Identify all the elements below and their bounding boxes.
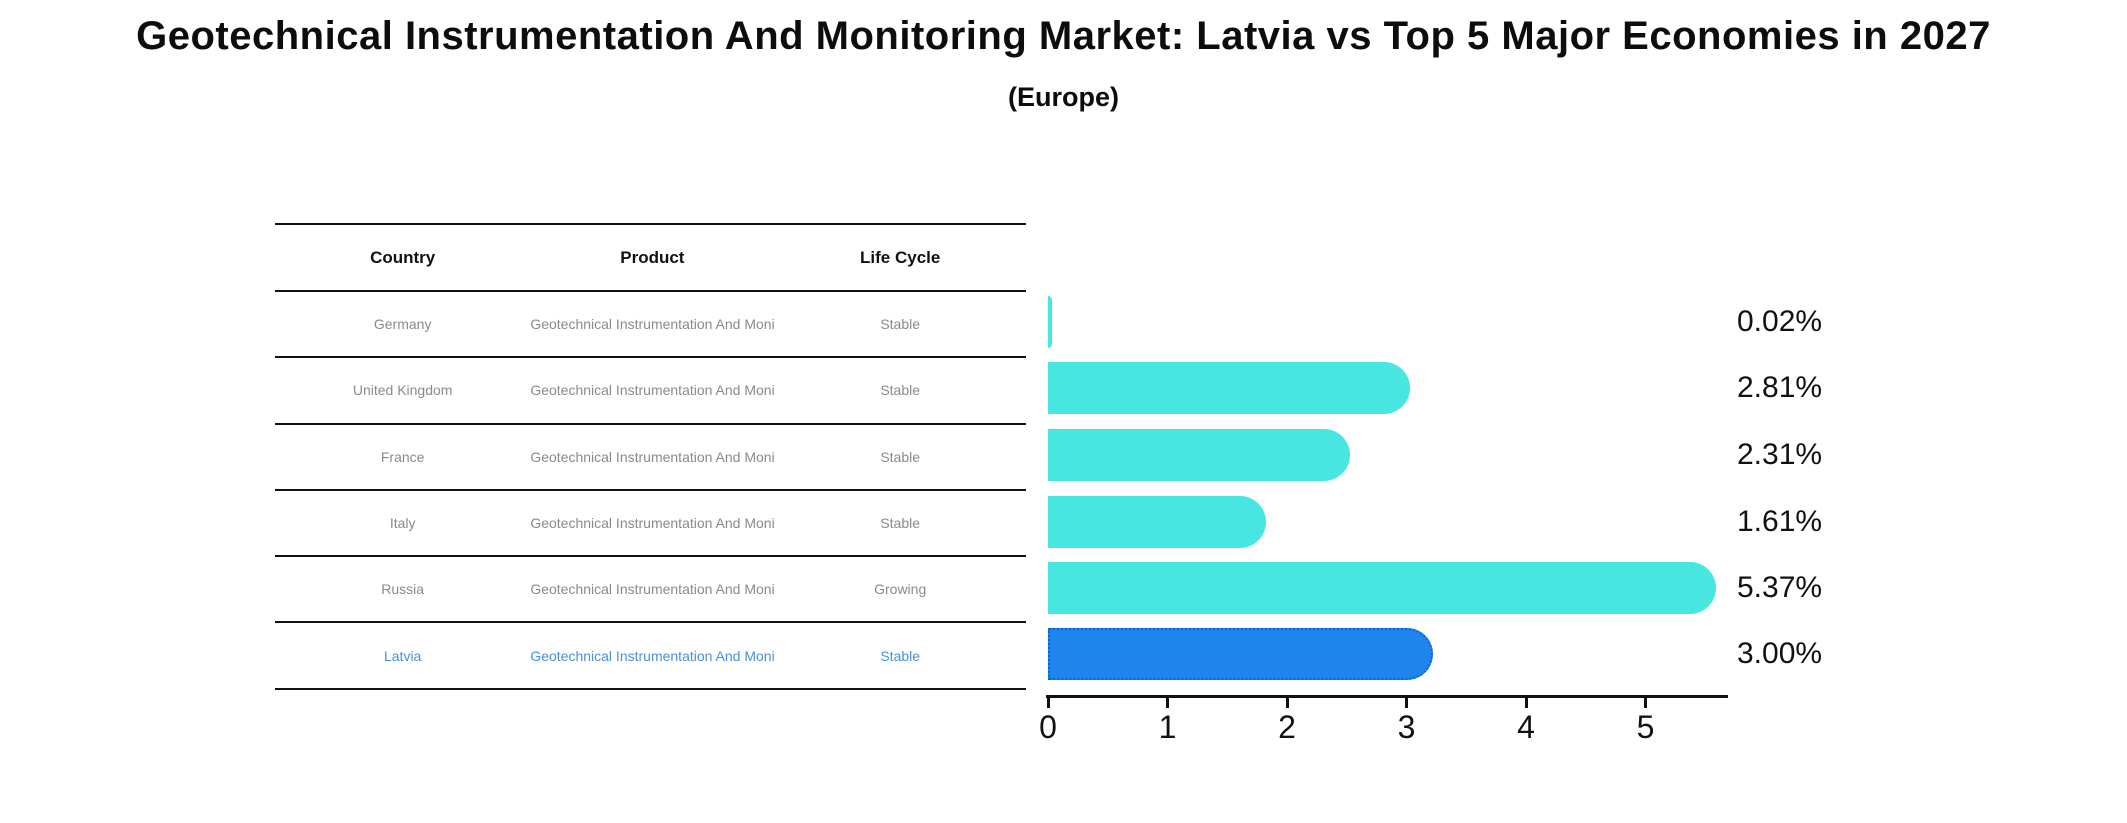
cell-life-cycle: Stable (880, 515, 921, 532)
bar-value-label: 3.00% (1737, 637, 1823, 670)
bar-united-kingdom (1048, 362, 1410, 414)
cell-product: Geotechnical Instrumentation And Monitor… (530, 581, 775, 598)
table-header-row: Country Product Life Cycle (275, 225, 1026, 292)
chart-subtitle: (Europe) (1008, 82, 1119, 112)
bar-france (1048, 429, 1351, 481)
x-axis-tick (1524, 697, 1528, 708)
bar-value-label: 2.81% (1737, 371, 1823, 404)
cell-life-cycle: Growing (874, 581, 927, 598)
column-header-country: Country (370, 247, 436, 267)
table-row-united-kingdom: United Kingdom Geotechnical Instrumentat… (275, 358, 1026, 425)
cell-country: France (380, 448, 425, 465)
bar-value-label: 0.02% (1737, 305, 1823, 338)
x-axis-tick-label: 3 (1397, 709, 1416, 745)
cell-life-cycle: Stable (880, 382, 921, 399)
cell-product: Geotechnical Instrumentation And Monitor… (530, 515, 775, 532)
column-header-life-cycle: Life Cycle (860, 247, 941, 267)
cell-country: Germany (373, 316, 432, 333)
bar-value-label: 1.61% (1737, 505, 1823, 538)
bar-latvia (1048, 628, 1433, 680)
cell-country: United Kingdom (352, 382, 453, 399)
cell-life-cycle: Stable (880, 647, 921, 664)
cell-product: Geotechnical Instrumentation And Monitor… (530, 382, 775, 399)
data-table: Country Product Life Cycle Germany Geote… (275, 223, 1026, 690)
cell-product: Geotechnical Instrumentation And Monitor… (530, 316, 775, 333)
bar-italy (1048, 496, 1267, 548)
chart-title: Geotechnical Instrumentation And Monitor… (136, 14, 1991, 58)
x-axis-tick-label: 4 (1517, 709, 1535, 745)
cell-country: Russia (381, 581, 425, 598)
bar-value-label: 5.37% (1737, 571, 1823, 604)
cell-country: Latvia (383, 647, 422, 664)
table-row-italy: Italy Geotechnical Instrumentation And M… (275, 491, 1026, 558)
cell-country: Italy (389, 515, 416, 532)
x-axis-tick (1644, 697, 1647, 708)
x-axis-tick (1046, 697, 1050, 708)
cell-life-cycle: Stable (880, 448, 921, 465)
table-row-latvia: Latvia Geotechnical Instrumentation And … (275, 623, 1026, 690)
x-axis-tick-label: 0 (1039, 709, 1057, 745)
bar-germany (1048, 296, 1052, 348)
bar-value-label: 2.31% (1737, 438, 1823, 471)
x-axis-tick (1166, 697, 1169, 708)
table-row-germany: Germany Geotechnical Instrumentation And… (275, 292, 1026, 359)
cell-life-cycle: Stable (880, 316, 921, 333)
x-axis-line (1046, 695, 1728, 698)
x-axis-tick-label: 5 (1636, 709, 1655, 745)
cell-product: Geotechnical Instrumentation And Monitor… (530, 647, 775, 664)
column-header-product: Product (620, 247, 685, 267)
x-axis-tick (1285, 697, 1289, 708)
bar-russia (1048, 562, 1716, 614)
x-axis-tick-label: 1 (1158, 709, 1177, 745)
cell-product: Geotechnical Instrumentation And Monitor… (530, 448, 775, 465)
table-row-russia: Russia Geotechnical Instrumentation And … (275, 557, 1026, 624)
table-row-france: France Geotechnical Instrumentation And … (275, 425, 1026, 491)
x-axis-tick-label: 2 (1278, 709, 1296, 745)
x-axis-tick (1405, 697, 1408, 708)
